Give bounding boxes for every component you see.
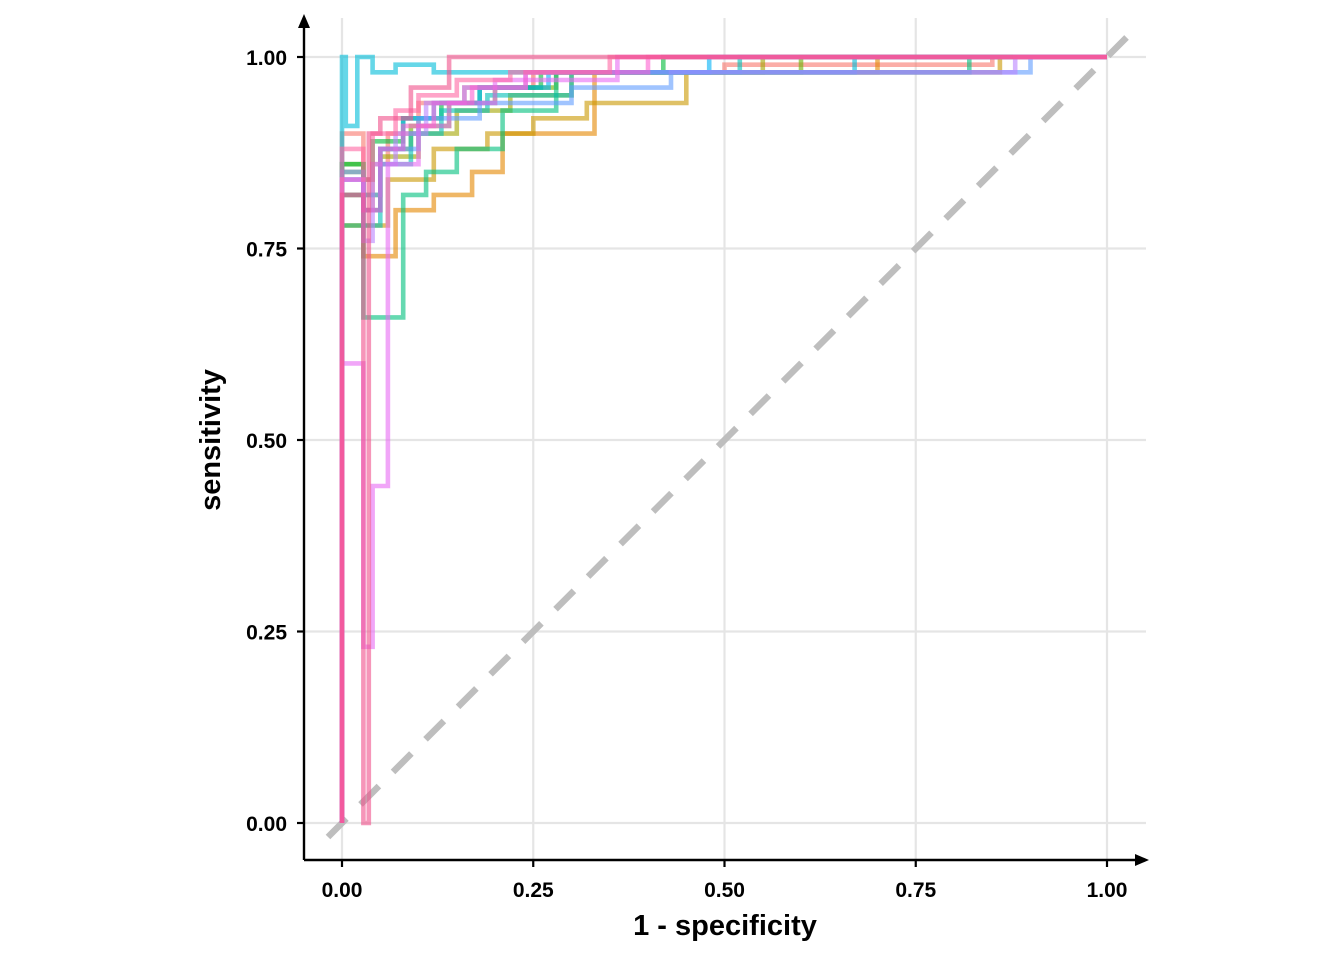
- y-tick-label-4: 1.00: [246, 47, 287, 70]
- roc-curves-layer: [339, 54, 1107, 826]
- roc-curve-16: [339, 54, 1107, 826]
- x-axis-arrowhead: [1135, 854, 1149, 866]
- roc-curve-15: [339, 54, 1107, 823]
- y-tick-label-0: 0.00: [246, 813, 287, 836]
- reference-diagonal-line: [325, 30, 1134, 840]
- y-axis-title: sensitivity: [195, 369, 227, 511]
- x-tick-label-3: 0.75: [895, 879, 936, 902]
- ticks-layer: 0.00 0.25 0.50 0.75 1.00 0.00 0.25 0.50 0.75 1.00: [246, 47, 1127, 902]
- x-tick-label-4: 1.00: [1087, 879, 1128, 902]
- x-tick-label-1: 0.25: [513, 879, 554, 902]
- x-tick-label-0: 0.00: [322, 879, 363, 902]
- x-axis-title: 1 - specificity: [633, 910, 817, 942]
- y-tick-label-2: 0.50: [246, 430, 287, 453]
- y-axis-arrowhead: [298, 14, 310, 28]
- x-tick-label-2: 0.50: [704, 879, 745, 902]
- y-tick-label-1: 0.25: [246, 622, 287, 645]
- axes-layer: [298, 14, 1149, 866]
- y-tick-label-3: 0.75: [246, 239, 287, 262]
